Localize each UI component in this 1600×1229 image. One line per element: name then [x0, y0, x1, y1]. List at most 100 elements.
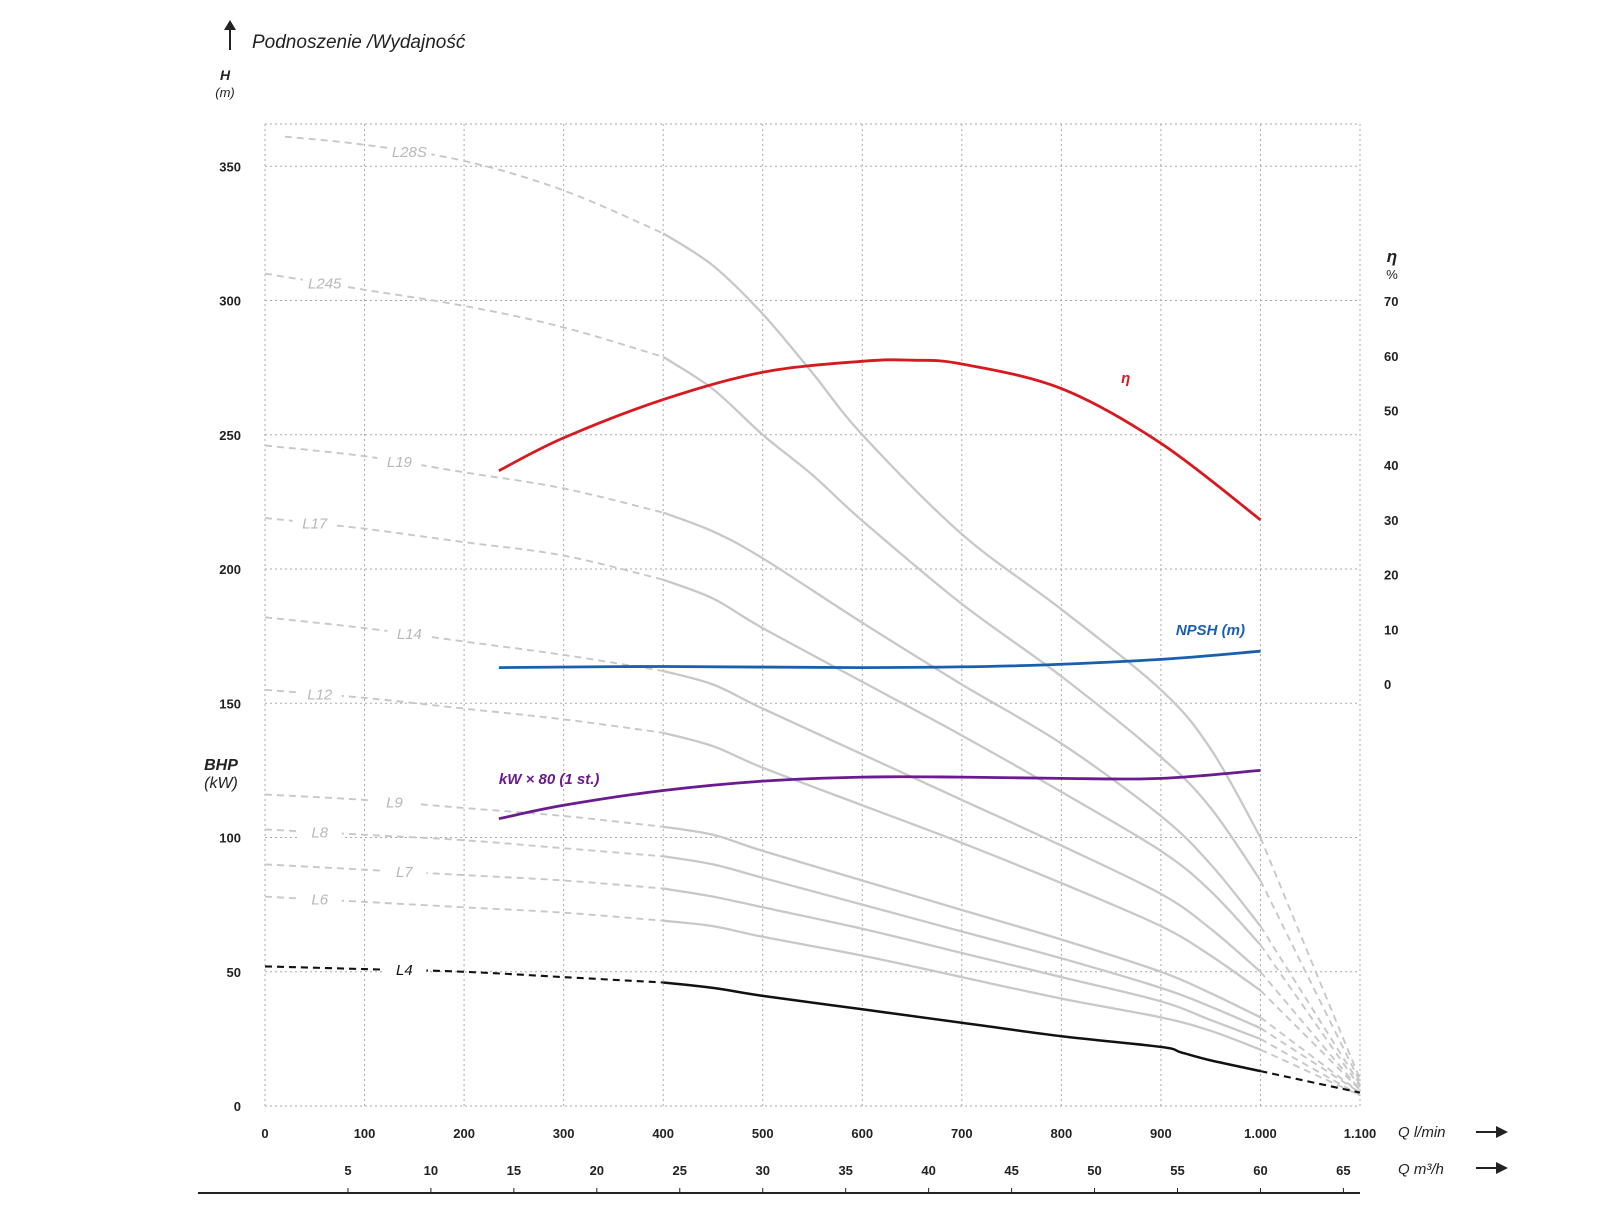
x2-tick-label: 5 [344, 1163, 351, 1178]
curve-l28s-tail [1259, 837, 1361, 1080]
x2-tick-label: 25 [673, 1163, 687, 1178]
x-axis-label-m3h: Q m³/h [1398, 1161, 1444, 1178]
x2-tick-label: 50 [1087, 1163, 1101, 1178]
curve-label-l9: L9 [386, 794, 403, 811]
curve-label-bg [297, 889, 342, 908]
curve-l245 [662, 355, 1262, 882]
curve-l28s-lead [284, 135, 664, 235]
curve-label-bg [297, 822, 342, 841]
curve-l17-tail [1259, 944, 1361, 1088]
curve-l14-tail [1259, 971, 1361, 1091]
x2-tick-label: 65 [1336, 1163, 1350, 1178]
eta-axis-unit: % [1386, 267, 1398, 282]
curve-l19 [662, 511, 1262, 927]
curve-l4 [663, 981, 1261, 1073]
bhp-axis-unit: (kW) [204, 775, 238, 792]
curve-label-l14: L14 [397, 626, 422, 643]
curve-label-bg [297, 684, 342, 703]
grid [264, 123, 1361, 1107]
bhp-axis-label: BHP [204, 757, 238, 774]
x2-tick-label: 15 [507, 1163, 521, 1178]
curve-label-bg [382, 960, 427, 979]
y-tick-label: 350 [219, 159, 241, 174]
axes: 0 100 200 300 400 500 600 700 800 900 1.000 1.10005… [219, 159, 1398, 1193]
eta-axis-label: η [1387, 247, 1397, 266]
eta-tick-label: 10 [1384, 622, 1398, 637]
curve-label-l245: L245 [308, 275, 342, 292]
curve-label-bg [372, 792, 417, 811]
curve-label-l28s: L28S [392, 144, 427, 161]
x2-tick-label: 40 [921, 1163, 935, 1178]
curve-label-kw-80-1-st: kW × 80 (1 st.) [499, 771, 599, 788]
h-axis-label: H [220, 67, 231, 83]
curve-l245-tail [1259, 880, 1361, 1083]
h-axis-unit: (m) [215, 85, 235, 100]
y-tick-label: 250 [219, 428, 241, 443]
curve-label-bg [387, 142, 432, 161]
x-tick-label: 900 [1150, 1126, 1172, 1141]
curve-l9-lead [264, 793, 664, 828]
eta-tick-label: 0 [1384, 677, 1391, 692]
x-tick-label: 1.000 [1244, 1126, 1277, 1141]
eta-tick-label: 20 [1384, 568, 1398, 583]
x-tick-label: 1.100 [1344, 1126, 1377, 1141]
x2-tick-label: 35 [838, 1163, 852, 1178]
x2-tick-label: 30 [755, 1163, 769, 1178]
curve-label-bg [382, 861, 427, 880]
arrow-right-icon [1476, 1162, 1508, 1174]
curve-l6 [663, 919, 1261, 1051]
x-tick-label: 500 [752, 1126, 774, 1141]
curves [264, 135, 1361, 1097]
curve-label-l4: L4 [396, 962, 413, 979]
curve-l19-tail [1259, 925, 1361, 1086]
eta-tick-label: 70 [1384, 294, 1398, 309]
x2-tick-label: 60 [1253, 1163, 1267, 1178]
curve-l4-lead [264, 965, 664, 984]
curve-l14-lead [264, 616, 664, 672]
curve-eta [498, 358, 1262, 522]
curve-label-bg [377, 451, 422, 470]
x-tick-label: 600 [851, 1126, 873, 1141]
x2-tick-label: 20 [590, 1163, 604, 1178]
curve-l8 [663, 855, 1261, 1030]
x2-tick-label: 45 [1004, 1163, 1018, 1178]
curve-label-l8: L8 [311, 824, 328, 841]
curve-label-eta: η [1121, 370, 1130, 387]
x-axis-label-lmin: Q l/min [1398, 1124, 1446, 1141]
x2-tick-label: 10 [424, 1163, 438, 1178]
curve-l28s [662, 232, 1262, 839]
curve-l6-tail [1260, 1048, 1361, 1097]
curve-labels: L28S L245 L19 L17 L14 L12 L9 L8 L7 L6 L4 η NPSH (m) k… [292, 142, 1245, 979]
arrow-right-icon [1476, 1126, 1508, 1138]
x-tick-label: 300 [553, 1126, 575, 1141]
curve-l17 [662, 578, 1262, 946]
curve-npsh-m [498, 649, 1261, 670]
x-tick-label: 400 [652, 1126, 674, 1141]
curve-label-npsh-m: NPSH (m) [1176, 622, 1245, 639]
curve-l4-tail [1260, 1070, 1361, 1094]
y-tick-label: 150 [219, 696, 241, 711]
x2-tick-label: 55 [1170, 1163, 1184, 1178]
curve-label-bg [387, 624, 432, 643]
eta-tick-label: 40 [1384, 458, 1398, 473]
curve-l245-lead [264, 272, 664, 358]
x-tick-label: 200 [453, 1126, 475, 1141]
x-tick-label: 700 [951, 1126, 973, 1141]
curve-l19-lead [264, 444, 664, 514]
curve-label-bg [302, 273, 347, 292]
y-tick-label: 0 [234, 1099, 241, 1114]
chart-title: Podnoszenie /Wydajność [252, 32, 466, 53]
curve-label-l7: L7 [396, 864, 413, 881]
y-tick-label: 200 [219, 562, 241, 577]
curve-l14 [662, 669, 1262, 973]
curve-kw-80-1-st [498, 769, 1261, 821]
x-tick-label: 800 [1051, 1126, 1073, 1141]
x-tick-label: 0 [261, 1126, 268, 1141]
eta-tick-label: 60 [1384, 349, 1398, 364]
y-tick-label: 300 [219, 294, 241, 309]
curve-label-l12: L12 [307, 686, 333, 703]
x-tick-label: 100 [354, 1126, 376, 1141]
curve-label-l17: L17 [302, 515, 328, 532]
curve-label-bg [292, 513, 337, 532]
y-tick-label: 50 [227, 965, 241, 980]
